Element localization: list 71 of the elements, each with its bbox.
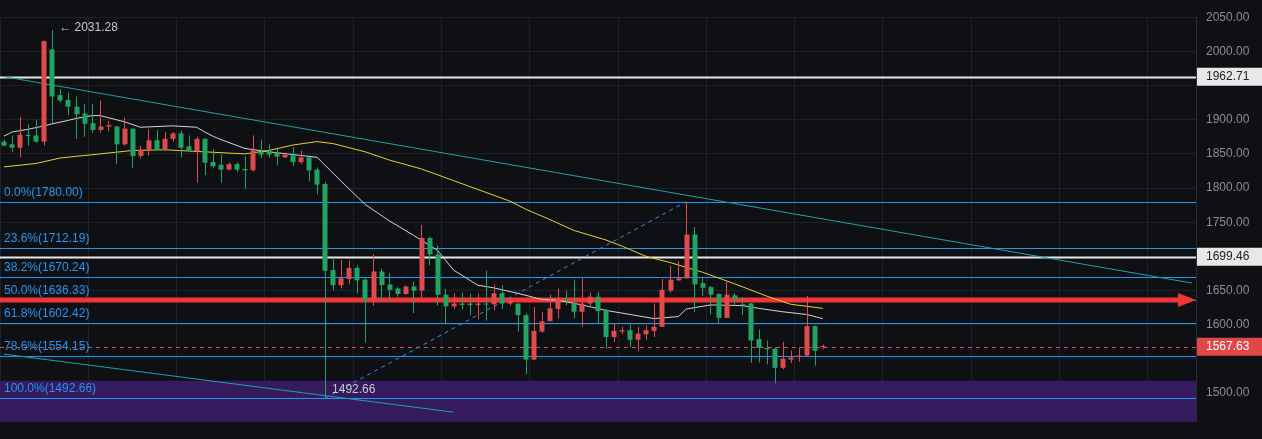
annotation: 61.8%(1602.42) [4,306,90,321]
annotation: 23.6%(1712.19) [4,231,90,246]
y-tick-label: 1650.00 [1206,282,1250,297]
y-tick-label: 1800.00 [1206,180,1250,195]
candlestick [539,311,545,334]
ref-line-label: 1962.71 [1206,69,1250,84]
candlestick [379,268,385,302]
candlestick [387,272,393,302]
candlestick [330,257,336,292]
candlestick [362,277,368,344]
candlestick [306,154,312,182]
candlestick [258,139,264,159]
annotation: 38.2%(1670.24) [4,260,90,275]
candlestick [772,346,778,385]
candlestick [595,291,601,324]
candlestick [210,148,216,169]
candlestick [202,137,208,176]
candlestick [740,296,746,316]
candlestick [146,128,152,157]
ref-line-label: 1699.46 [1206,249,1250,264]
y-tick-label: 1750.00 [1206,214,1250,229]
candlestick [218,154,224,184]
candlestick [651,303,657,338]
y-tick-label: 2000.00 [1206,43,1250,58]
candlestick [571,279,577,319]
candlestick [33,119,39,144]
y-tick-label: 1850.00 [1206,146,1250,161]
candlestick [354,264,360,294]
candlestick [114,125,120,165]
candlestick [82,103,88,138]
candlestick [65,91,71,116]
candlestick [724,280,730,319]
candlestick [668,265,674,294]
candlestick [443,288,449,324]
candlestick [756,329,762,363]
candlestick [250,134,256,173]
annotation: 78.6%(1554.15) [4,339,90,354]
candlestick [676,260,682,282]
candlestick [162,131,168,152]
candlestick [427,236,433,266]
candlestick [515,303,521,333]
candlestick [74,95,80,140]
candlestick [483,270,489,322]
candlestick [555,288,561,320]
y-tick-label: 1900.00 [1206,112,1250,127]
candlestick [579,277,585,328]
candlestick [194,136,200,184]
candlestick [17,116,23,158]
annotation: 100.0%(1492.66) [4,381,97,396]
y-tick-label: 2050.00 [1206,9,1250,24]
candlestick [499,284,505,310]
annotation: ← 2031.28 [59,20,119,35]
candlestick [338,259,344,290]
ref-line-label: 1567.63 [1206,339,1250,354]
candlestick [90,103,96,134]
candlestick [547,294,553,322]
candlestick [314,167,320,195]
candlestick [122,117,128,147]
annotation: 50.0%(1636.33) [4,283,90,298]
annotation: 0.0%(1780.00) [4,185,83,200]
candlestick [491,283,497,311]
candlestick [627,324,633,348]
candlestick [716,292,722,325]
candlestick [346,260,352,285]
y-tick-label: 1600.00 [1206,317,1250,332]
y-tick-label: 1500.00 [1206,385,1250,400]
candlestick [290,146,296,167]
candlestick [411,281,417,314]
candlestick [708,285,714,315]
candlestick [178,130,184,158]
annotation: 1492.66 [332,382,376,397]
